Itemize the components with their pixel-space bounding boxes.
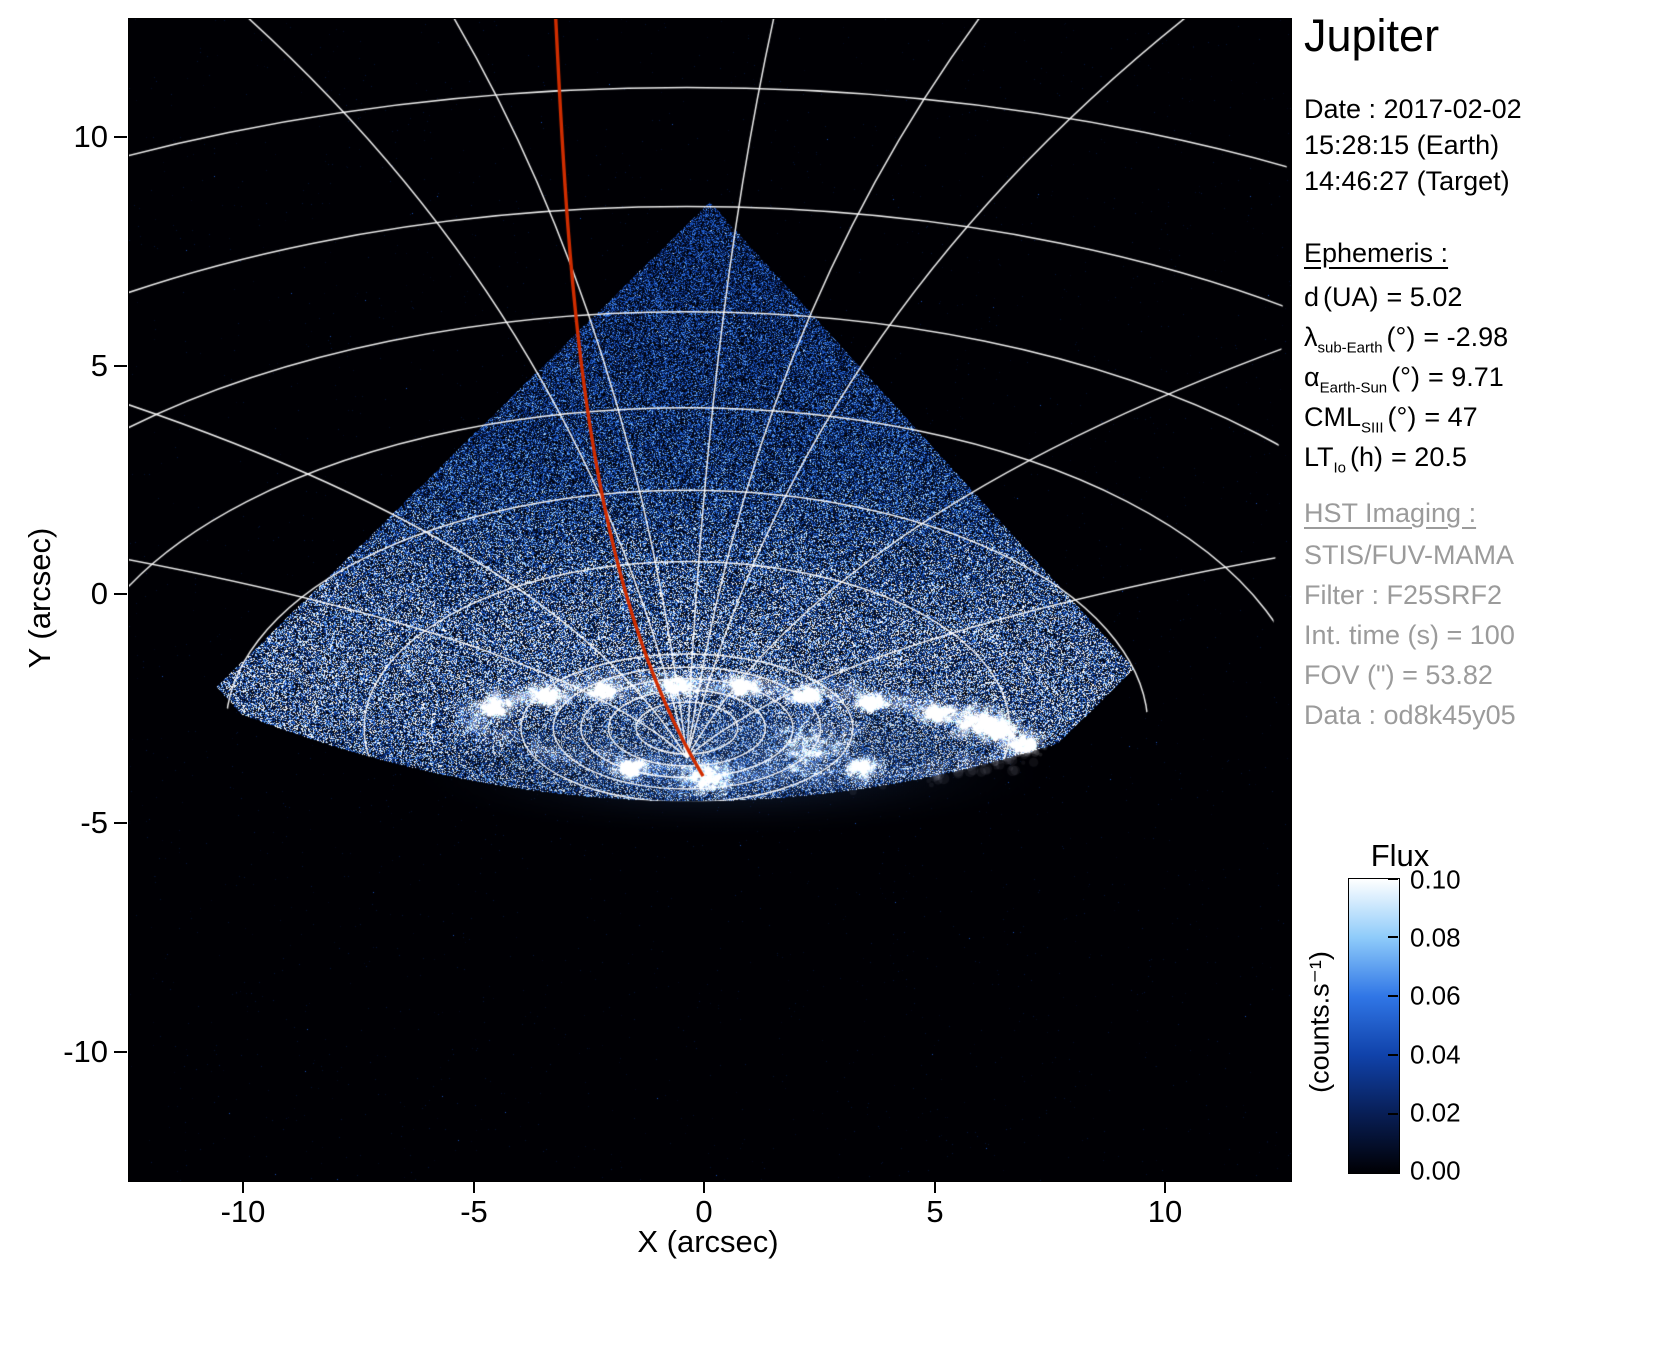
x-tick-mark	[934, 1181, 936, 1193]
colorbar-tick-mark	[1388, 995, 1398, 997]
y-tick-label: -5	[28, 805, 108, 841]
colorbar-tick-mark	[1388, 1170, 1398, 1172]
ephemeris-symbol: α	[1304, 362, 1320, 392]
y-tick-label: 5	[28, 348, 108, 384]
ephemeris-subscript: Io	[1334, 459, 1347, 476]
ephemeris-row-phase-angle: αEarth-Sun (°) = 9.71	[1304, 362, 1504, 396]
colorbar-tick-label: 0.06	[1410, 981, 1461, 1012]
ephemeris-value: = 47	[1424, 402, 1477, 432]
ephemeris-symbol: λ	[1304, 322, 1318, 352]
y-tick-mark	[114, 136, 127, 138]
colorbar-tick-label: 0.08	[1410, 923, 1461, 954]
hst-imaging-heading: HST Imaging :	[1304, 498, 1476, 529]
colorbar-tick-label: 0.04	[1410, 1040, 1461, 1071]
date-line: Date : 2017-02-02	[1304, 94, 1522, 125]
x-tick-mark	[1164, 1181, 1166, 1193]
ephemeris-value: = 5.02	[1387, 282, 1463, 312]
ephemeris-row-sub-earth-lat: λsub-Earth (°) = -2.98	[1304, 322, 1508, 356]
colorbar-tick-mark	[1388, 1113, 1398, 1115]
ephemeris-row-distance: d (UA) = 5.02	[1304, 282, 1462, 316]
figure-root: -10 -5 0 5 10 10 5 0 -5 -10 X (arcsec) Y…	[0, 0, 1676, 1368]
x-tick-mark	[242, 1181, 244, 1193]
x-tick-label: -10	[221, 1194, 266, 1230]
ephemeris-unit: (UA)	[1323, 282, 1379, 312]
colorbar-tick-label: 0.10	[1410, 865, 1461, 896]
ephemeris-symbol: LT	[1304, 442, 1334, 472]
ephemeris-unit: (h)	[1350, 442, 1383, 472]
y-tick-mark	[114, 1051, 127, 1053]
ephemeris-unit: (°)	[1387, 322, 1416, 352]
x-tick-label: 5	[926, 1194, 943, 1230]
hst-filter-line: Filter : F25SRF2	[1304, 580, 1502, 611]
time-target-line: 14:46:27 (Target)	[1304, 166, 1510, 197]
y-tick-mark	[114, 365, 127, 367]
x-tick-label: -5	[460, 1194, 488, 1230]
hst-data-id-line: Data : od8k45y05	[1304, 700, 1516, 731]
time-earth-line: 15:28:15 (Earth)	[1304, 130, 1499, 161]
y-axis-title: Y (arcsec)	[22, 528, 58, 669]
ephemeris-heading: Ephemeris :	[1304, 238, 1448, 269]
y-tick-mark	[114, 593, 127, 595]
ephemeris-unit: (°)	[1388, 402, 1417, 432]
ephemeris-row-io-local-time: LTIo (h) = 20.5	[1304, 442, 1467, 476]
figure-title: Jupiter	[1304, 10, 1439, 62]
y-tick-label: 10	[28, 119, 108, 155]
plot-area	[128, 18, 1292, 1182]
x-tick-mark	[703, 1181, 705, 1193]
colorbar-tick-mark	[1388, 878, 1398, 880]
hst-int-time-line: Int. time (s) = 100	[1304, 620, 1515, 651]
x-axis-title: X (arcsec)	[637, 1224, 778, 1260]
x-tick-mark	[473, 1181, 475, 1193]
x-tick-label: 10	[1148, 1194, 1182, 1230]
colorbar-tick-mark	[1388, 1054, 1398, 1056]
ephemeris-row-cml: CMLSIII (°) = 47	[1304, 402, 1478, 436]
ephemeris-subscript: sub-Earth	[1318, 339, 1383, 356]
hst-fov-line: FOV (") = 53.82	[1304, 660, 1493, 691]
y-tick-label: -10	[28, 1034, 108, 1070]
colorbar-tick-label: 0.02	[1410, 1098, 1461, 1129]
y-tick-mark	[114, 822, 127, 824]
ephemeris-symbol: CML	[1304, 402, 1361, 432]
ephemeris-subscript: SIII	[1361, 419, 1384, 436]
colorbar	[1348, 878, 1400, 1174]
ephemeris-subscript: Earth-Sun	[1320, 379, 1388, 396]
ephemeris-value: = 9.71	[1428, 362, 1504, 392]
ephemeris-value: = 20.5	[1391, 442, 1467, 472]
ephemeris-value: = -2.98	[1423, 322, 1508, 352]
ephemeris-symbol: d	[1304, 282, 1319, 312]
colorbar-tick-label: 0.00	[1410, 1156, 1461, 1187]
hst-instrument-line: STIS/FUV-MAMA	[1304, 540, 1514, 571]
ephemeris-unit: (°)	[1391, 362, 1420, 392]
colorbar-tick-mark	[1388, 936, 1398, 938]
jupiter-fuv-image	[129, 19, 1291, 1181]
colorbar-unit-label: (counts.s⁻¹)	[1305, 951, 1336, 1093]
